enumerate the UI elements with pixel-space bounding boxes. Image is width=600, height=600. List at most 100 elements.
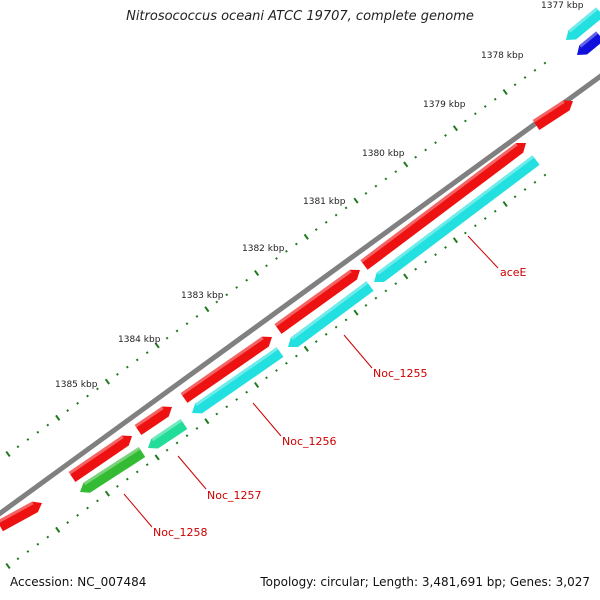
outer-dot-2 <box>26 438 30 441</box>
gene-label-noc1257[interactable]: Noc_1257 <box>207 489 262 502</box>
gene-forward-4 <box>180 336 273 403</box>
inner-dot-23 <box>235 398 239 401</box>
inner-dot-18 <box>185 434 189 438</box>
inner-dot-17 <box>175 441 179 445</box>
gene-forward-5-body <box>274 269 361 334</box>
gene-forward-7-body <box>532 100 574 131</box>
outer-dot-33 <box>334 213 338 217</box>
gene-noc1257 <box>148 419 188 449</box>
label-line-noc1258 <box>123 493 153 528</box>
inner-dot-42 <box>424 260 428 264</box>
gene-label-lines <box>123 235 499 528</box>
gene-noc1258-body <box>80 446 146 493</box>
outer-dot-6 <box>66 409 70 412</box>
gene-label-noc1258[interactable]: Noc_1258 <box>153 526 208 539</box>
gene-forward-5 <box>274 269 361 334</box>
label-line-aceE <box>467 235 499 269</box>
gene-forward-5-highlight <box>274 269 352 327</box>
outer-dot-5 <box>55 414 61 421</box>
gene-noc1257-highlight <box>151 419 183 442</box>
outer-dot-25 <box>254 269 260 277</box>
inner-dot-14 <box>145 463 149 467</box>
gene-noc1257-body <box>148 419 188 449</box>
genes-layer <box>0 7 600 532</box>
inner-dot-9 <box>96 499 99 503</box>
inner-dot-40 <box>403 273 409 280</box>
ruler-label-1377: 1377 kbp <box>541 1 584 11</box>
inner-dot-3 <box>36 542 40 546</box>
label-line-noc1256 <box>252 402 282 437</box>
inner-dot-1 <box>16 557 20 561</box>
outer-dot-9 <box>96 387 99 391</box>
outer-dot-30 <box>303 233 309 240</box>
inner-dot-54 <box>543 173 547 177</box>
outer-dot-3 <box>36 430 40 434</box>
gene-forward-6-highlight <box>360 143 518 263</box>
inner-dot-41 <box>414 267 418 271</box>
outer-dot-26 <box>265 264 268 268</box>
gene-reverse-top-body <box>566 7 600 40</box>
gene-reverse-top <box>566 7 600 40</box>
gene-forward-7-highlight <box>532 100 565 123</box>
ruler-label-1381: 1381 kbp <box>303 197 346 207</box>
gene-labels: aceE Noc_1255 Noc_1256 Noc_1257 Noc_1258 <box>153 266 527 539</box>
inner-dot-47 <box>473 224 477 228</box>
ruler-label-1384: 1384 kbp <box>118 335 161 345</box>
gene-noc1255-highlight <box>290 281 369 340</box>
gene-forward-4-body <box>180 336 273 403</box>
gene-forward-2 <box>68 435 133 482</box>
outer-dot-54 <box>543 61 547 65</box>
gene-noc1256-highlight <box>195 347 279 406</box>
inner-dot-0 <box>5 562 11 570</box>
gene-label-aceE[interactable]: aceE <box>500 266 527 279</box>
outer-dot-7 <box>76 401 80 405</box>
label-line-noc1255 <box>343 334 373 369</box>
outer-tick-dots <box>5 61 547 458</box>
outer-dot-37 <box>374 184 378 188</box>
outer-dot-15 <box>154 342 160 349</box>
gene-aceE-body <box>374 155 540 282</box>
gene-forward-6 <box>360 143 526 270</box>
inner-dot-8 <box>86 506 89 510</box>
outer-dot-42 <box>424 148 428 152</box>
inner-dot-46 <box>463 231 467 235</box>
inner-dot-44 <box>444 246 447 249</box>
accession-text: Accession: NC_007484 <box>10 575 147 589</box>
outer-dot-36 <box>364 191 368 195</box>
inner-dot-36 <box>364 303 368 307</box>
genome-backbone <box>0 73 600 517</box>
inner-dot-52 <box>523 188 527 191</box>
outer-dot-8 <box>86 394 89 398</box>
gene-forward-1-body <box>0 501 43 532</box>
gene-aceE-highlight <box>376 155 535 275</box>
outer-dot-43 <box>434 141 437 145</box>
ruler-label-1378: 1378 kbp <box>481 51 524 61</box>
gene-noc1255 <box>288 281 374 348</box>
inner-dot-43 <box>434 253 437 257</box>
gene-label-noc1255[interactable]: Noc_1255 <box>373 367 428 380</box>
gene-label-noc1256[interactable]: Noc_1256 <box>282 435 337 448</box>
gene-noc1258-highlight <box>83 446 141 486</box>
outer-dot-18 <box>185 322 189 326</box>
gene-aceE <box>374 155 540 282</box>
outer-dot-46 <box>463 119 467 123</box>
inner-dot-34 <box>344 318 348 322</box>
ruler-label-1383: 1383 kbp <box>181 291 224 301</box>
inner-dot-19 <box>195 427 199 430</box>
outer-dot-39 <box>394 170 398 174</box>
inner-dot-20 <box>204 418 210 425</box>
gene-forward-1-highlight <box>0 501 34 524</box>
inner-dot-6 <box>66 521 70 524</box>
map-title: Nitrosococcus oceani ATCC 19707, complet… <box>126 9 474 24</box>
gene-forward-3-highlight <box>134 406 164 428</box>
outer-dot-11 <box>115 372 119 376</box>
inner-dot-48 <box>483 217 487 220</box>
ruler-label-1385: 1385 kbp <box>55 380 98 390</box>
gene-forward-1 <box>0 501 43 532</box>
gene-forward-2-body <box>68 435 133 482</box>
inner-dot-10 <box>104 490 111 497</box>
gene-forward-3-body <box>134 406 173 435</box>
gene-reverse-top-highlight <box>568 7 599 33</box>
outer-dot-20 <box>204 306 210 313</box>
